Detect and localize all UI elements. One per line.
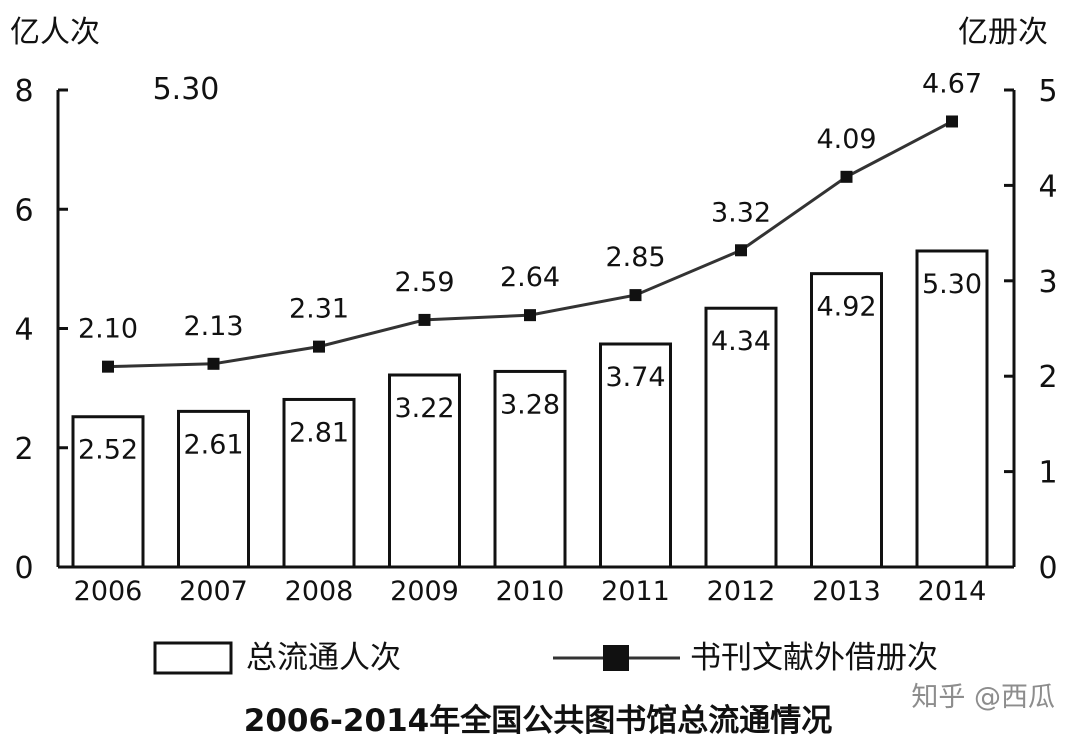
right-tick-label: 3 [1038, 265, 1057, 300]
bars-layer [71, 249, 989, 569]
line-point-2006 [102, 360, 114, 373]
bar-2012 [704, 306, 778, 569]
x-axis-labels: 2006 2007 2008 2009 2010 2011 2012 2013 2014 [74, 576, 987, 607]
legend-bar-swatch [153, 641, 233, 675]
left-tick-label: 6 [14, 193, 33, 228]
bar-2008 [282, 397, 356, 569]
bar-value-label: 4.34 [711, 326, 771, 357]
x-axis-label: 2013 [812, 576, 881, 607]
watermark-text: 知乎 @西瓜 [911, 682, 1055, 713]
line-point-2014 [946, 115, 958, 128]
x-axis-label: 2014 [918, 576, 987, 607]
x-axis-label: 2012 [707, 576, 776, 607]
line-value-label: 2.64 [500, 262, 560, 293]
line-value-label: 2.13 [183, 311, 243, 342]
legend-line-label: 书刊文献外借册次 [690, 640, 938, 676]
line-point-2012 [735, 244, 747, 257]
x-axis-label: 2007 [179, 576, 248, 607]
chart-title: 2006-2014年全国公共图书馆总流通情况 [244, 703, 832, 739]
left-tick-label: 2 [14, 432, 33, 467]
line-layer [102, 115, 958, 373]
line-point-2011 [629, 289, 642, 302]
left-axis-ticks: 0 2 4 6 8 [14, 74, 68, 586]
top-floating-label: 5.30 [153, 72, 220, 107]
x-axis-label: 2006 [74, 576, 143, 607]
left-tick-label: 8 [14, 74, 33, 109]
bar-value-label: 5.30 [922, 269, 982, 300]
line-point-2008 [313, 340, 325, 353]
line-value-label: 2.59 [394, 267, 454, 298]
x-axis-label: 2011 [601, 576, 670, 607]
line-point-2009 [418, 313, 431, 326]
line-value-label: 2.85 [605, 242, 665, 273]
right-tick-label: 4 [1038, 169, 1057, 204]
line-value-label: 3.32 [711, 197, 771, 228]
x-axis-label: 2010 [496, 576, 565, 607]
line-point-2010 [524, 309, 536, 322]
left-tick-label: 0 [14, 551, 33, 586]
line-value-label: 2.31 [289, 294, 349, 325]
bar-2009 [388, 373, 461, 569]
bar-value-label: 2.81 [289, 417, 349, 448]
bar-value-label: 3.22 [394, 393, 454, 424]
line-value-label: 4.67 [922, 68, 982, 99]
bar-value-label: 2.61 [183, 429, 243, 460]
bar-2007 [177, 409, 250, 569]
right-tick-label: 5 [1038, 74, 1057, 109]
line-point-2007 [207, 357, 220, 370]
bar-2014 [915, 249, 989, 569]
bar-value-label: 3.74 [605, 362, 665, 393]
legend-bar-label: 总流通人次 [246, 640, 401, 676]
legend-line-marker [603, 645, 629, 671]
bar-2013 [810, 272, 883, 569]
x-axis-label: 2008 [285, 576, 354, 607]
line-value-label: 2.10 [78, 314, 138, 345]
line-value-label: 4.09 [816, 124, 876, 155]
right-tick-label: 1 [1038, 456, 1057, 491]
x-axis-label: 2009 [390, 576, 459, 607]
bar-value-label: 2.52 [78, 435, 138, 466]
bar-value-label: 4.92 [816, 292, 876, 323]
right-tick-label: 2 [1038, 360, 1057, 395]
bar-value-label: 3.28 [500, 389, 560, 420]
right-tick-label: 0 [1038, 551, 1057, 586]
left-tick-label: 4 [14, 313, 33, 348]
line-point-2013 [840, 170, 853, 183]
left-axis-unit: 亿人次 [10, 15, 100, 50]
labels-layer: 2.52 2.61 2.81 3.22 3.28 3.74 4.34 4.92 5.30 2.10… [78, 68, 982, 465]
right-axis-ticks: 0 1 2 3 4 5 [1004, 74, 1058, 586]
bar-2006 [71, 415, 145, 569]
bar-2010 [493, 369, 567, 569]
right-axis-unit: 亿册次 [958, 15, 1048, 50]
bar-2011 [599, 342, 672, 569]
